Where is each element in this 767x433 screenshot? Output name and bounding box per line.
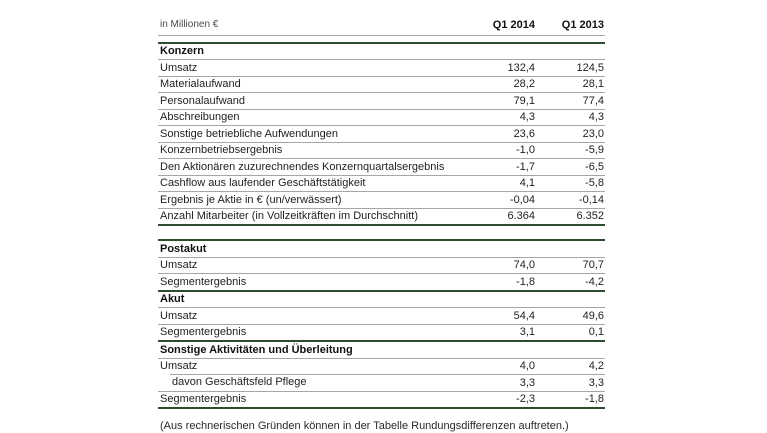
section-header-row: Postakut	[158, 239, 605, 258]
row-label: Segmentergebnis	[158, 273, 465, 291]
konzern-table: Konzern Umsatz 132,4 124,5 Materialaufwand 28…	[158, 41, 605, 226]
value-q1-2014: 28,2	[464, 76, 535, 93]
financial-results-table: in Millionen € Q1 2014 Q1 2013 Konzern Um…	[158, 17, 605, 433]
row-label: Den Aktionären zuzurechnendes Konzernqua…	[158, 158, 465, 176]
value-q1-2014: 74,0	[465, 257, 535, 274]
table-row: Den Aktionären zuzurechnendes Konzernqua…	[158, 158, 605, 176]
table-row: Umsatz 4,0 4,2	[158, 358, 605, 375]
row-label: Abschreibungen	[158, 109, 465, 126]
value-q1-2014: 4,0	[465, 358, 535, 375]
column-header-q1-2014: Q1 2014	[465, 17, 535, 36]
value-q1-2014: 3,1	[465, 324, 535, 342]
section-title: Akut	[158, 289, 605, 308]
value-q1-2013: 6.352	[534, 208, 605, 226]
unit-label: in Millionen €	[158, 17, 465, 36]
row-label: Umsatz	[158, 59, 465, 77]
value-q1-2013: -4,2	[535, 273, 605, 291]
section-header-row: Akut	[158, 289, 605, 308]
row-label: Umsatz	[158, 358, 465, 375]
column-header-q1-2013: Q1 2013	[535, 17, 605, 36]
table-row: Abschreibungen 4,3 4,3	[158, 109, 605, 126]
row-label: davon Geschäftsfeld Pflege	[158, 374, 465, 392]
column-header-row: in Millionen € Q1 2014 Q1 2013	[158, 17, 605, 36]
table-row: Umsatz 54,4 49,6	[158, 307, 605, 325]
rounding-footnote: (Aus rechnerischen Gründen können in der…	[160, 420, 569, 432]
value-q1-2014: 23,6	[464, 125, 535, 143]
value-q1-2013: -5,9	[534, 142, 605, 159]
value-q1-2014: -0,04	[464, 191, 535, 209]
table-row: Konzernbetriebsergebnis -1,0 -5,9	[158, 142, 605, 159]
table-row: Ergebnis je Aktie in € (un/verwässert) -0…	[158, 191, 605, 209]
row-label: Personalaufwand	[158, 92, 465, 110]
section-header-row: Konzern	[158, 41, 605, 60]
value-q1-2013: 77,4	[534, 92, 605, 110]
table-row: Umsatz 132,4 124,5	[158, 59, 605, 77]
value-q1-2014: 54,4	[465, 307, 535, 325]
section-title: Postakut	[158, 239, 605, 258]
value-q1-2014: 6.364	[464, 208, 535, 226]
table-row: Segmentergebnis -2,3 -1,8	[158, 391, 605, 409]
table-row: Anzahl Mitarbeiter (in Vollzeitkräften i…	[158, 208, 605, 226]
value-q1-2013: -6,5	[534, 158, 605, 176]
table-row: Materialaufwand 28,2 28,1	[158, 76, 605, 93]
row-label: Ergebnis je Aktie in € (un/verwässert)	[158, 191, 465, 209]
value-q1-2013: -5,8	[534, 175, 605, 192]
section-title: Konzern	[158, 41, 605, 60]
value-q1-2013: -1,8	[535, 391, 605, 409]
value-q1-2013: 124,5	[534, 59, 605, 77]
table-row: Umsatz 74,0 70,7	[158, 257, 605, 274]
value-q1-2013: 70,7	[535, 257, 605, 274]
row-label: Segmentergebnis	[158, 391, 465, 409]
value-q1-2014: 79,1	[464, 92, 535, 110]
row-label: Umsatz	[158, 307, 465, 325]
value-q1-2014: 4,1	[464, 175, 535, 192]
value-q1-2014: -1,0	[464, 142, 535, 159]
value-q1-2014: -1,7	[464, 158, 535, 176]
value-q1-2013: 4,2	[535, 358, 605, 375]
row-label: Konzernbetriebsergebnis	[158, 142, 465, 159]
table-row: Segmentergebnis 3,1 0,1	[158, 324, 605, 342]
value-q1-2014: 132,4	[464, 59, 535, 77]
value-q1-2013: 23,0	[534, 125, 605, 143]
value-q1-2013: 49,6	[535, 307, 605, 325]
value-q1-2013: 4,3	[534, 109, 605, 126]
value-q1-2013: 28,1	[534, 76, 605, 93]
value-q1-2013: 3,3	[535, 374, 605, 392]
table-row: Segmentergebnis -1,8 -4,2	[158, 273, 605, 291]
segments-table: Postakut Umsatz 74,0 70,7 Segmentergebnis -1,…	[158, 239, 605, 409]
row-label: Umsatz	[158, 257, 465, 274]
table-row: Cashflow aus laufender Geschäftstätigkei…	[158, 175, 605, 192]
table-row: davon Geschäftsfeld Pflege 3,3 3,3	[158, 374, 605, 392]
row-label: Materialaufwand	[158, 76, 465, 93]
table-row: Personalaufwand 79,1 77,4	[158, 92, 605, 110]
row-label: Sonstige betriebliche Aufwendungen	[158, 125, 465, 143]
table-row: Sonstige betriebliche Aufwendungen 23,6 23…	[158, 125, 605, 143]
value-q1-2013: -0,14	[534, 191, 605, 209]
value-q1-2014: 4,3	[464, 109, 535, 126]
value-q1-2013: 0,1	[535, 324, 605, 342]
value-q1-2014: -2,3	[465, 391, 535, 409]
row-label: Segmentergebnis	[158, 324, 465, 342]
section-title: Sonstige Aktivitäten und Überleitung	[158, 340, 605, 359]
row-label: Cashflow aus laufender Geschäftstätigkei…	[158, 175, 465, 192]
section-header-row: Sonstige Aktivitäten und Überleitung	[158, 340, 605, 359]
value-q1-2014: -1,8	[465, 273, 535, 291]
column-header-table: in Millionen € Q1 2014 Q1 2013	[158, 17, 605, 36]
value-q1-2014: 3,3	[465, 374, 535, 392]
row-label: Anzahl Mitarbeiter (in Vollzeitkräften i…	[158, 208, 465, 226]
